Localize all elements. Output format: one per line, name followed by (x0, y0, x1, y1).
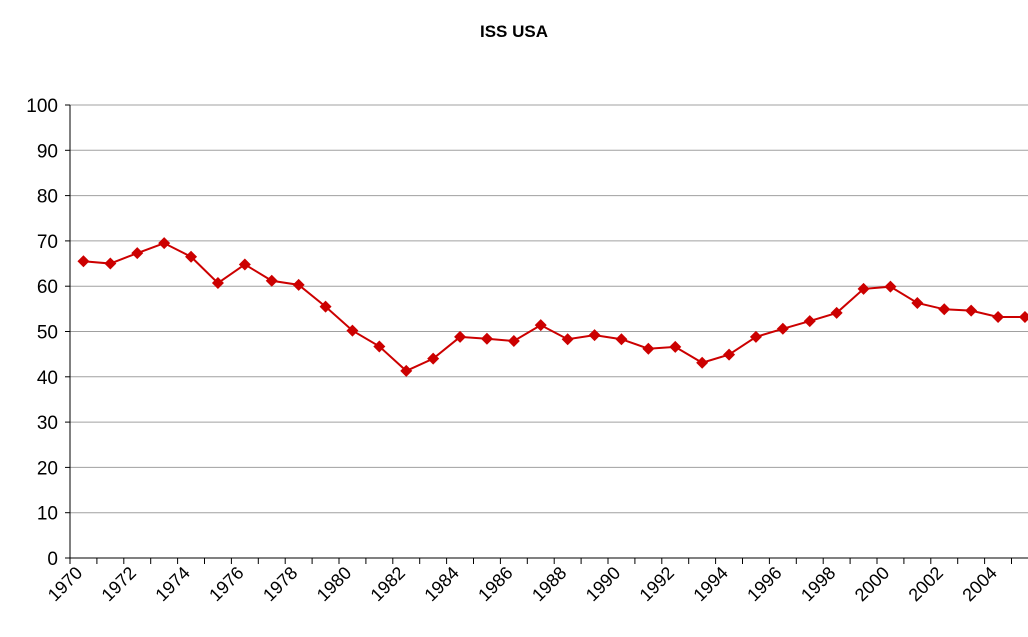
point-marker (561, 333, 574, 346)
point-marker (454, 330, 467, 343)
point-marker (158, 237, 171, 250)
point-marker (857, 282, 870, 295)
point-marker (400, 364, 413, 377)
x-tick-label: 1990 (582, 563, 624, 605)
y-tick-label: 70 (37, 232, 58, 253)
x-tick-label: 1984 (420, 563, 462, 605)
point-marker (319, 300, 332, 313)
point-marker (776, 322, 789, 335)
point-marker (615, 333, 628, 346)
y-tick-label: 60 (37, 277, 58, 298)
point-marker (238, 258, 251, 271)
x-tick-label: 2004 (958, 563, 1000, 605)
x-tick-label: 1996 (743, 563, 785, 605)
point-marker (480, 332, 493, 345)
point-marker (884, 280, 897, 293)
x-tick-label: 1986 (474, 563, 516, 605)
y-tick-label: 10 (37, 504, 58, 525)
point-marker (1018, 311, 1028, 324)
y-tick-label: 50 (37, 323, 58, 344)
y-tick-label: 90 (37, 141, 58, 162)
x-tick-label: 1980 (313, 563, 355, 605)
x-tick-label: 1978 (259, 563, 301, 605)
point-marker (749, 330, 762, 343)
x-tick-label: 1998 (797, 563, 839, 605)
point-marker (292, 278, 305, 291)
point-marker (803, 315, 816, 328)
point-marker (642, 342, 655, 355)
x-tick-label: 1972 (98, 563, 140, 605)
point-marker (373, 340, 386, 353)
point-marker (965, 304, 978, 317)
y-tick-label: 100 (26, 96, 58, 117)
y-tick-label: 80 (37, 187, 58, 208)
x-tick-label: 1982 (367, 563, 409, 605)
point-marker (211, 277, 224, 290)
point-marker (265, 274, 278, 287)
point-marker (507, 335, 520, 348)
x-tick-label: 2002 (905, 563, 947, 605)
point-marker (669, 340, 682, 353)
chart-title: ISS USA (480, 22, 548, 41)
series-line (83, 242, 1025, 373)
y-tick-label: 30 (37, 413, 58, 434)
point-marker (938, 303, 951, 316)
y-tick-label: 40 (37, 368, 58, 389)
point-marker (131, 247, 144, 260)
x-tick-label: 2000 (851, 563, 893, 605)
point-marker (427, 352, 440, 365)
point-marker (723, 348, 736, 361)
point-marker (534, 319, 547, 332)
x-tick-label: 1994 (689, 563, 731, 605)
point-marker (696, 356, 709, 369)
x-tick-label: 1974 (151, 563, 193, 605)
point-marker (588, 329, 601, 342)
x-tick-label: 1976 (205, 563, 247, 605)
x-tick-label: 1992 (636, 563, 678, 605)
point-marker (911, 296, 924, 309)
point-marker (830, 306, 843, 319)
point-marker (346, 324, 359, 337)
x-tick-label: 1988 (528, 563, 570, 605)
y-tick-label: 0 (47, 549, 58, 570)
point-marker (104, 257, 117, 270)
point-marker (185, 250, 198, 263)
y-tick-label: 20 (37, 458, 58, 479)
point-marker (77, 255, 90, 268)
point-marker (992, 311, 1005, 324)
